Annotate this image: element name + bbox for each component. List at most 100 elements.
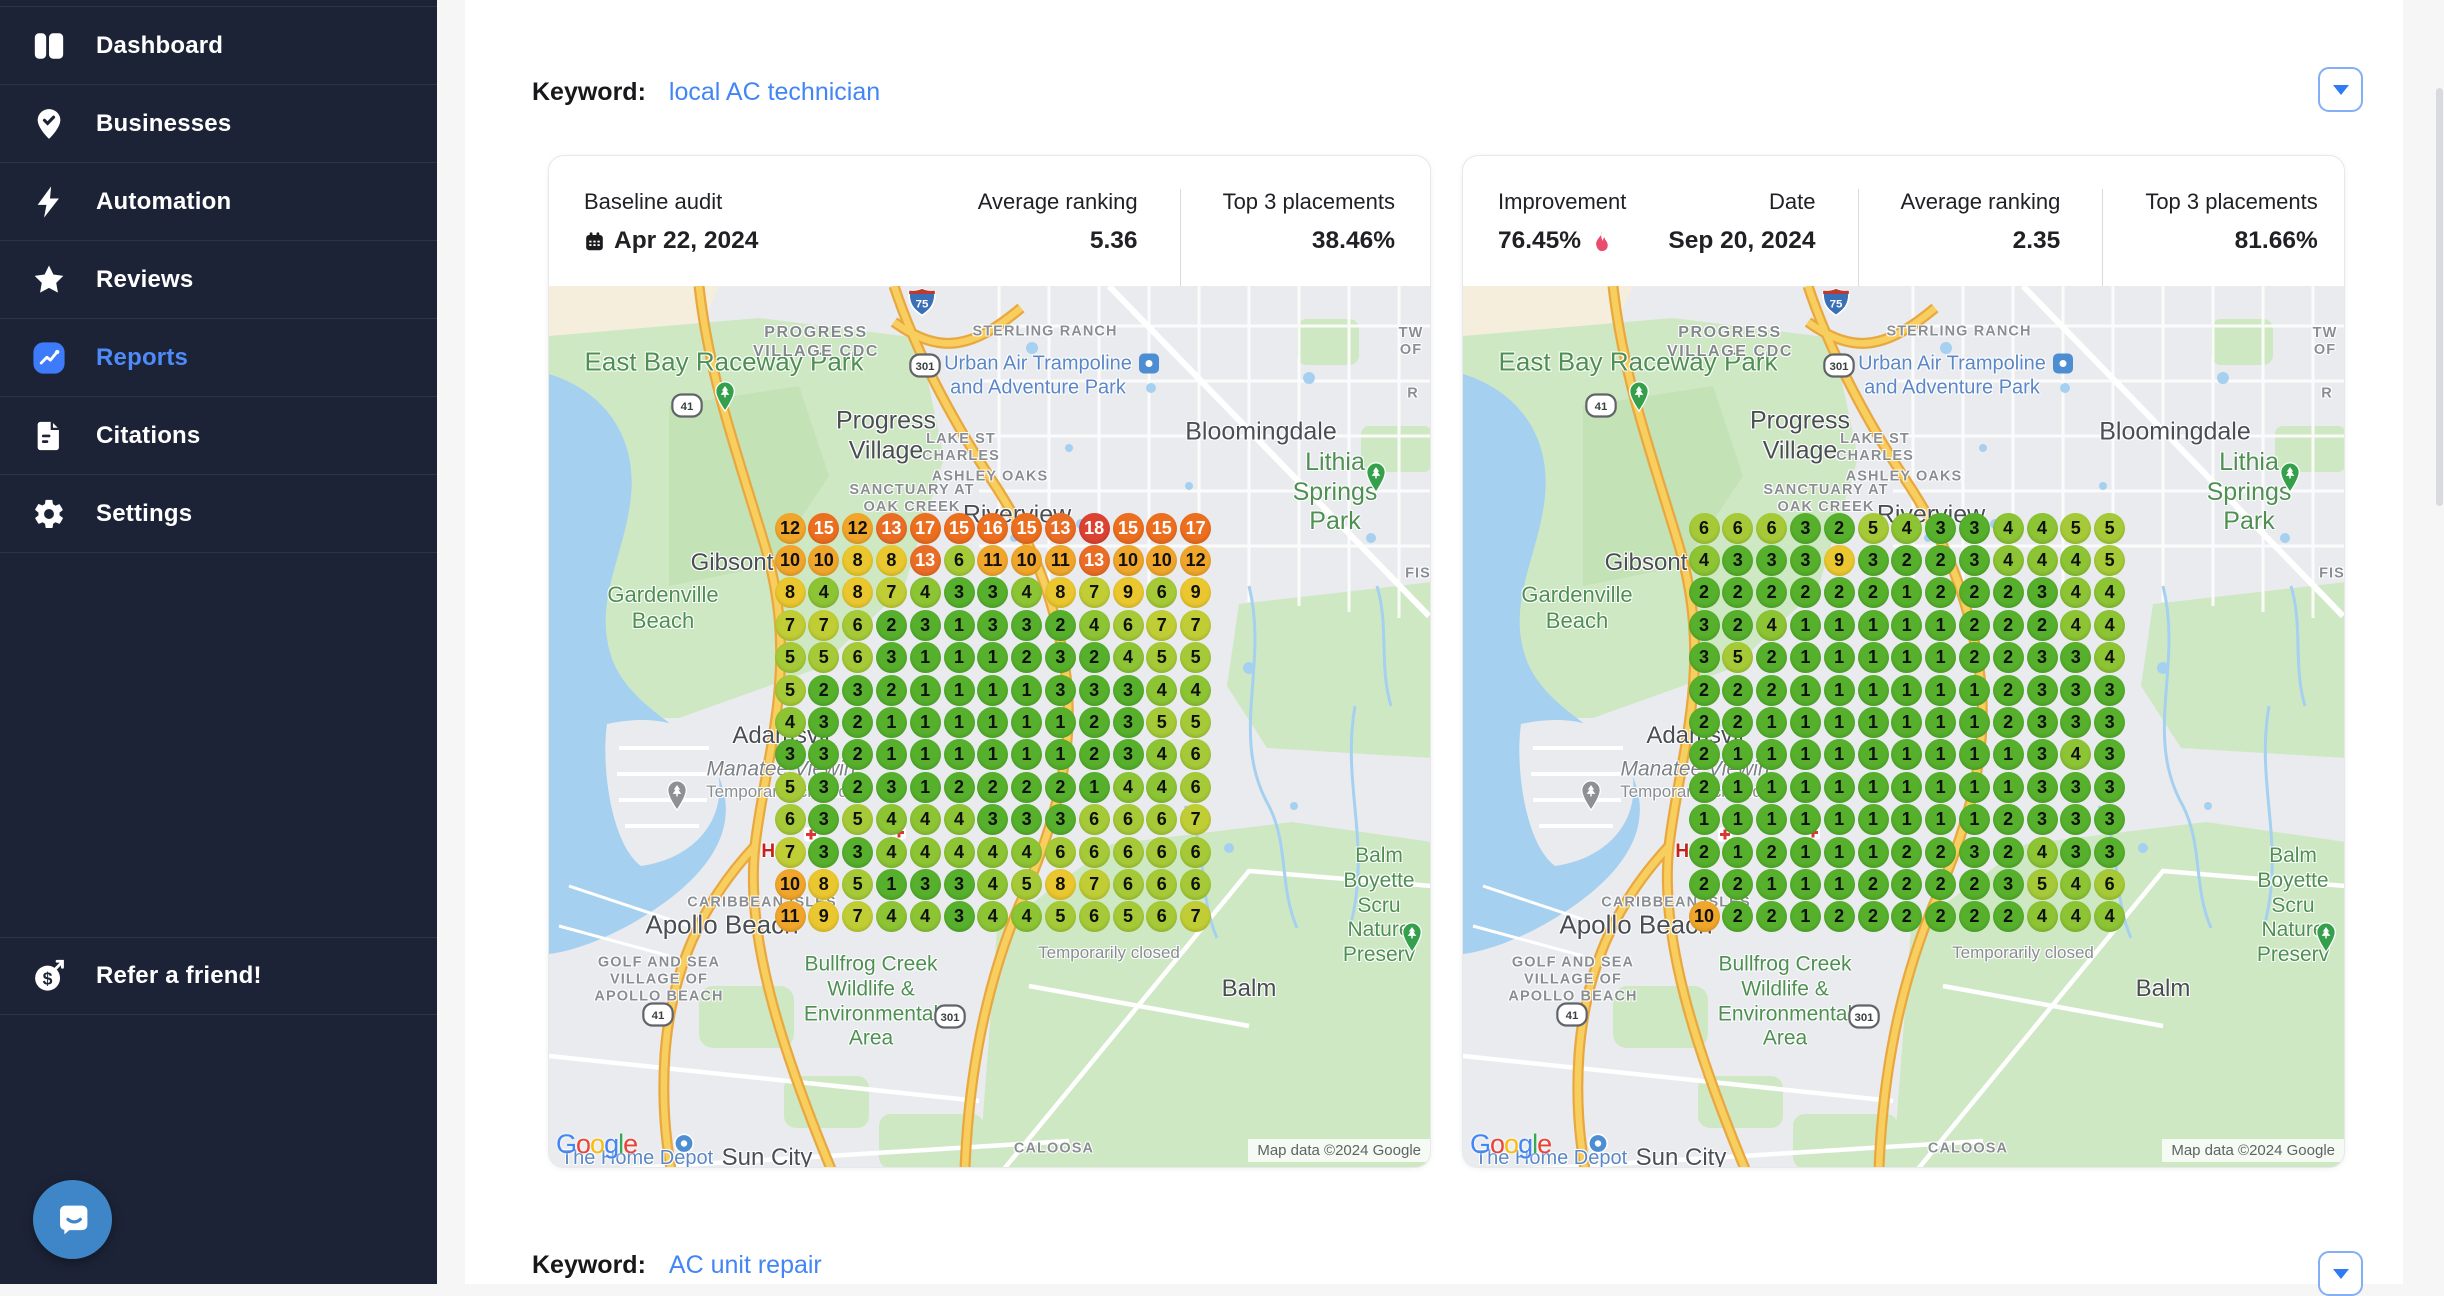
rank-marker: 3 [1044,642,1076,674]
map-label: Balm Boyette Scru Nature Preserv [1342,844,1416,967]
rank-marker: 2 [875,609,907,641]
stat-value: 76.45% [1498,227,1626,255]
refer-a-friend-button[interactable]: $ Refer a friend! [0,937,437,1015]
rank-marker: 7 [1180,804,1212,836]
rank-marker: 5 [1857,512,1889,544]
sidebar-item-citations[interactable]: Citations [0,397,437,475]
map-label: Sun City [1635,1143,1727,1167]
rank-marker: 3 [842,836,874,868]
keyword-label: Keyword: [532,78,646,106]
rank-marker: 3 [2026,771,2058,803]
rank-marker: 1 [1823,642,1855,674]
rank-marker: 4 [1180,674,1212,706]
us-route-shield-301: 301 [909,353,942,384]
rank-marker: 4 [2060,901,2092,933]
rank-marker: 1 [943,739,975,771]
rank-marker: 5 [1044,901,1076,933]
sidebar-item-businesses[interactable]: Businesses [0,85,437,163]
poi-square [1139,353,1159,379]
rank-marker: 1 [1992,771,2024,803]
rank-marker: 2 [1756,577,1788,609]
rank-marker: 1 [1789,739,1821,771]
rank-marker: 1 [1044,739,1076,771]
baseline-geo-grid-map[interactable]: East Bay Raceway Park PROGRESS VILLAGE CD… [549,286,1430,1167]
collapse-dropdown-button-2[interactable] [2318,1251,2363,1296]
rank-marker: 4 [1146,674,1178,706]
poi-circle [674,1133,695,1159]
improvement-geo-grid-map[interactable]: East Bay Raceway Park PROGRESS VILLAGE CD… [1463,286,2344,1167]
rank-marker: 4 [909,901,941,933]
rank-marker: 2 [1011,642,1043,674]
rank-marker: 9 [808,901,840,933]
stat-improvement: Improvement 76.45% [1498,189,1626,286]
map-label: TW OF [2312,324,2338,358]
rank-marker: 5 [1180,706,1212,738]
map-label: Gardenville Beach [1521,582,1633,633]
rank-marker: 2 [1857,577,1889,609]
rank-marker: 6 [1688,512,1720,544]
rank-marker: 6 [1180,739,1212,771]
svg-text:301: 301 [1854,1012,1874,1024]
rank-marker: 15 [808,512,840,544]
rank-marker: 3 [808,804,840,836]
stat-average-ranking: Average ranking 2.35 [1857,189,2060,286]
rank-marker: 5 [842,868,874,900]
rank-marker: 3 [2094,804,2126,836]
rank-marker: 1 [1789,804,1821,836]
rank-marker: 3 [1112,706,1144,738]
rank-marker: 1 [1857,609,1889,641]
rank-marker: 2 [1891,901,1923,933]
scrollbar[interactable] [2436,88,2443,506]
collapse-dropdown-button-1[interactable] [2318,67,2363,112]
park-pin [2279,462,2302,498]
map-label: The Home Depot [560,1147,714,1167]
map-label: PROGRESS VILLAGE CDC [752,324,880,360]
sidebar-item-dashboard[interactable]: Dashboard [0,6,437,85]
map-label: Urban Air Trampoline and Adventure Park [944,352,1132,398]
rank-marker: 3 [875,642,907,674]
poi-square [2053,353,2073,379]
rank-marker: 4 [2094,642,2126,674]
sidebar-item-settings[interactable]: Settings [0,475,437,553]
rank-marker: 3 [2060,771,2092,803]
sidebar-item-reviews[interactable]: Reviews [0,241,437,319]
keyword-link-ac-unit-repair[interactable]: AC unit repair [668,1251,822,1279]
rank-marker: 2 [1857,901,1889,933]
rank-marker: 2 [1992,804,2024,836]
map-label: Balm Boyette Scru Nature Preserv [2256,844,2330,967]
rank-marker: 2 [1925,868,1957,900]
us-route-shield-301: 301 [1848,1004,1881,1035]
rank-marker: 5 [2026,868,2058,900]
svg-text:41: 41 [1595,401,1608,413]
rank-marker: 2 [1958,868,1990,900]
park-pin [1365,462,1388,498]
rank-marker: 1 [1011,706,1043,738]
map-label: Balm [2135,974,2191,1002]
map-label: Bullfrog Creek Wildlife & Environmental … [803,952,939,1050]
rank-marker: 13 [909,544,941,576]
rank-marker: 3 [2094,771,2126,803]
rank-marker: 2 [1958,642,1990,674]
rank-marker: 1 [1756,804,1788,836]
sidebar-item-automation[interactable]: Automation [0,163,437,241]
chat-widget-button[interactable] [33,1180,112,1259]
rank-marker: 3 [1688,642,1720,674]
rank-marker: 2 [1992,609,2024,641]
rank-marker: 4 [2094,609,2126,641]
svg-text:301: 301 [915,361,935,373]
us-route-shield-301: 301 [934,1004,967,1035]
rank-marker: 3 [2094,836,2126,868]
rank-marker: 3 [2026,577,2058,609]
rank-marker: 1 [1789,609,1821,641]
rank-marker: 1 [977,706,1009,738]
rank-marker: 3 [943,901,975,933]
stat-top-3-placements: Top 3 placements 81.66% [2102,189,2318,286]
sidebar-item-reports[interactable]: Reports [0,319,437,397]
us-route-shield-41: 41 [642,1002,675,1033]
rank-marker: 6 [1112,804,1144,836]
rank-marker: 4 [2060,609,2092,641]
sidebar: Dashboard Businesses Automation Reviews Repo… [0,0,437,1284]
rank-marker: 6 [842,609,874,641]
keyword-link-local-ac-technician[interactable]: local AC technician [668,78,881,106]
rank-marker: 3 [977,609,1009,641]
